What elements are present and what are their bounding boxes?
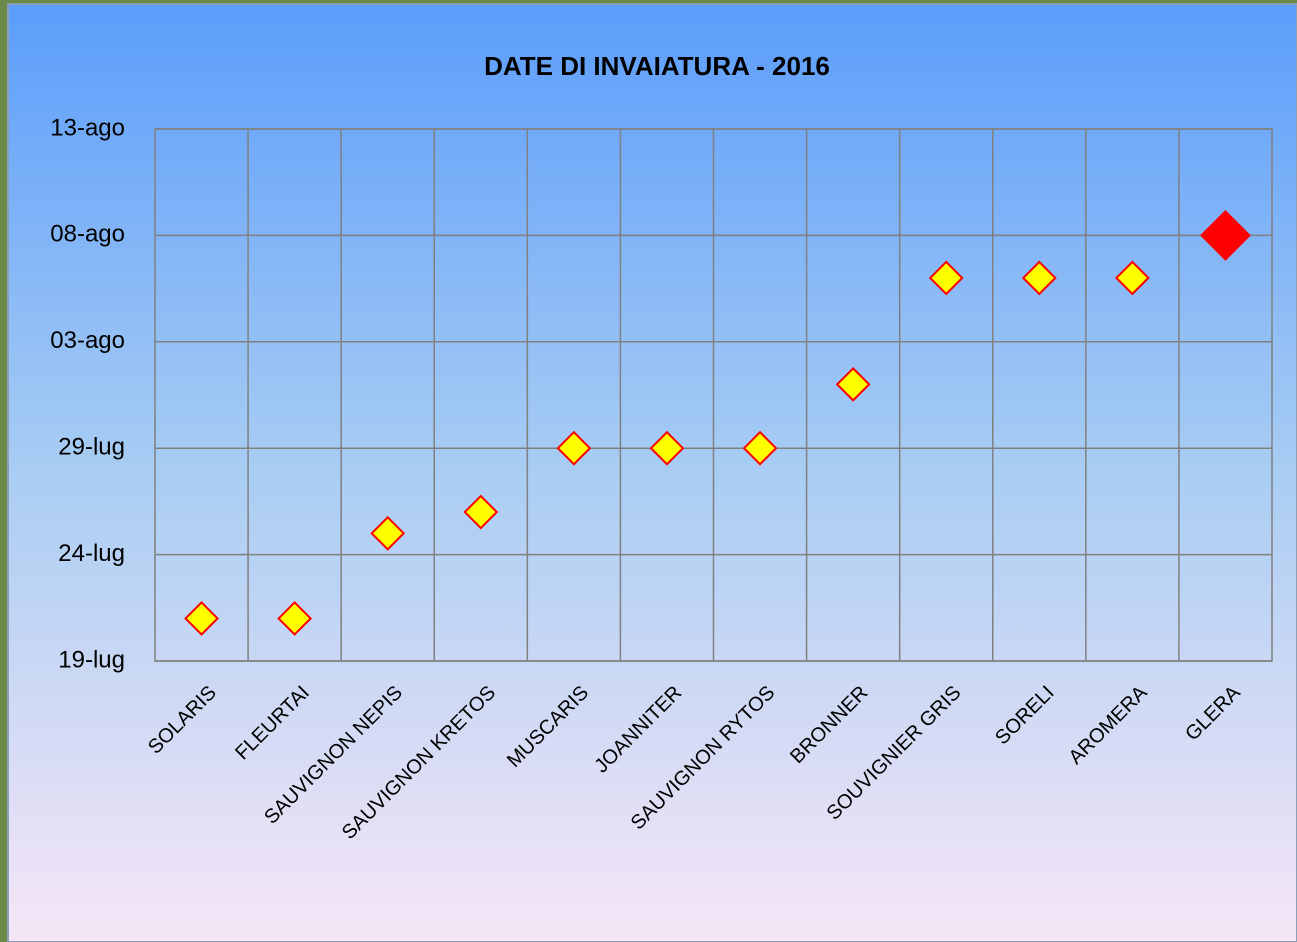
marker: [649, 430, 685, 466]
plot-frame: [154, 128, 1273, 662]
y-tick-label: 03-ago: [50, 327, 125, 354]
chart-background: [7, 3, 1297, 942]
marker: [370, 515, 406, 551]
marker: [742, 430, 778, 466]
y-tick-label: 19-lug: [58, 646, 125, 673]
chart-title: DATE DI INVAIATURA - 2016: [484, 51, 830, 81]
y-tick-label: 29-lug: [58, 434, 125, 461]
y-tick-label: 13-ago: [50, 114, 125, 141]
y-tick-label: 08-ago: [50, 221, 125, 248]
marker: [1200, 209, 1251, 261]
marker: [277, 601, 313, 636]
marker: [835, 366, 871, 402]
marker: [556, 430, 592, 466]
marker: [1114, 260, 1150, 296]
marker: [463, 494, 499, 530]
marker: [1021, 260, 1057, 296]
y-tick-label: 24-lug: [58, 540, 125, 567]
marker: [928, 260, 964, 296]
marker: [184, 601, 219, 636]
